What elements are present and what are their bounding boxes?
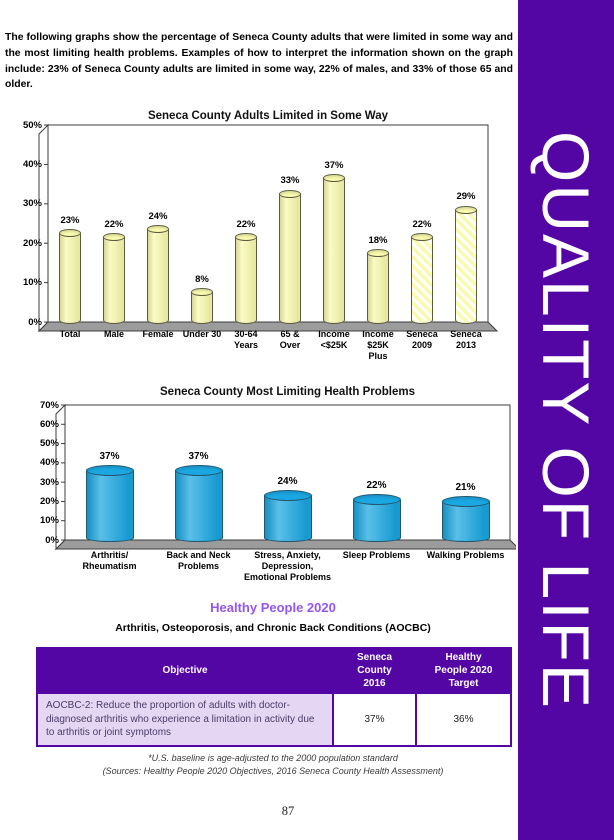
table-row: AOCBC-2: Reduce the proportion of adults…: [36, 692, 512, 747]
bar-top-ellipse: [411, 233, 433, 242]
bar: [411, 237, 433, 324]
plot-area: 0% 10% 20% 30% 40% 50% 23% Total 22% Male 24% Femal…: [23, 108, 501, 374]
chart-title: Seneca County Adults Limited in Some Way: [147, 110, 389, 122]
y-axis-tick-label: 20%: [22, 237, 42, 249]
chart-title: Seneca County Most Limiting Health Probl…: [160, 386, 415, 398]
table-header-objective: Objective: [36, 647, 334, 694]
bar-top-ellipse: [352, 494, 401, 506]
bar: [191, 292, 213, 324]
bar-value-label: 37%: [188, 450, 209, 462]
x-axis-category-label: Seneca 2009: [406, 329, 438, 350]
bar-top-ellipse: [174, 465, 223, 477]
y-axis-tick-label: 40%: [39, 457, 59, 469]
bar-top-ellipse: [59, 229, 81, 238]
y-axis-tick-label: 0%: [45, 534, 59, 546]
sidebar-vertical-label: QUALITY OF LIFE: [529, 130, 603, 710]
x-axis-category-label: Back and Neck Problems: [166, 550, 231, 571]
page-number: 87: [281, 804, 295, 818]
bar-value-label: 33%: [280, 175, 300, 187]
bar: [367, 253, 389, 324]
aocbc-table: Objective Seneca County 2016 Healthy Peo…: [36, 647, 512, 747]
bar: [455, 209, 477, 324]
x-axis-category-label: Female: [142, 329, 174, 339]
bar: [323, 178, 345, 324]
x-axis-category-label: Income $25K Plus: [362, 329, 394, 361]
bar-top-ellipse: [441, 496, 490, 507]
bar-top-ellipse: [103, 233, 125, 242]
bar: [279, 193, 301, 324]
x-axis-category-label: Total: [59, 329, 81, 339]
bar-value-label: 22%: [366, 479, 387, 491]
bar-value-label: 24%: [148, 210, 168, 222]
x-axis-category-label: Under 30: [182, 329, 222, 339]
bar-value-label: 21%: [455, 481, 476, 493]
y-axis-tick-label: 60%: [39, 418, 59, 430]
intro-paragraph: The following graphs show the percentage…: [5, 32, 513, 91]
bar-top-ellipse: [263, 490, 312, 502]
bar: [85, 470, 134, 542]
y-axis-tick-label: 70%: [39, 399, 59, 411]
y-axis-tick-label: 50%: [22, 119, 42, 131]
bar-top-ellipse: [367, 249, 389, 258]
chart-adults-limited: Seneca County Adults Limited in Some Way…: [23, 108, 501, 374]
x-axis-category-label: 65 & Over: [279, 329, 301, 350]
bar-value-label: 8%: [195, 273, 209, 285]
footnote-sources: (Sources: Healthy People 2020 Objectives…: [102, 766, 444, 776]
y-axis-tick-label: 0%: [28, 316, 42, 328]
footnote-baseline: *U.S. baseline is age-adjusted to the 20…: [148, 753, 398, 763]
bar-top-ellipse: [85, 465, 134, 477]
x-axis-category-label: Male: [103, 329, 124, 339]
y-axis-tick-label: 10%: [39, 515, 59, 527]
y-axis-tick-label: 40%: [22, 158, 42, 170]
bar-top-ellipse: [235, 233, 257, 242]
plot-area: 0% 10% 20% 30% 40% 50% 60% 70% 37% Arthritis/ Rhe…: [26, 383, 516, 591]
x-axis-category-label: 30-64 Years: [233, 329, 259, 350]
aocbc-subheading: Arthritis, Osteoporosis, and Chronic Bac…: [115, 622, 431, 634]
objective-cell: AOCBC-2: Reduce the proportion of adults…: [36, 692, 334, 747]
chart-limiting-problems: Seneca County Most Limiting Health Probl…: [26, 383, 516, 591]
table-header-row: Objective Seneca County 2016 Healthy Peo…: [36, 647, 512, 694]
x-axis-category-label: Sleep Problems: [342, 550, 411, 560]
bar: [263, 495, 312, 542]
bar-top-ellipse: [323, 174, 345, 183]
bar: [103, 237, 125, 324]
quality-of-life-sidebar: QUALITY OF LIFE: [518, 0, 614, 840]
bar: [441, 501, 490, 542]
bar-value-label: 22%: [412, 218, 432, 230]
bar-value-label: 22%: [104, 218, 124, 230]
bar-value-label: 37%: [324, 159, 344, 171]
bar: [235, 237, 257, 324]
bar-value-label: 22%: [236, 218, 256, 230]
bar: [147, 229, 169, 324]
x-axis-category-label: Income <$25K: [318, 329, 350, 350]
x-axis-category-label: Seneca 2013: [450, 329, 482, 350]
bar: [174, 470, 223, 542]
bar-value-label: 37%: [99, 450, 120, 462]
bar-top-ellipse: [279, 189, 301, 198]
table-header-hp2020-target: Healthy People 2020 Target: [415, 647, 512, 694]
seneca-2016-value-cell: 37%: [332, 692, 417, 747]
x-axis-category-label: Arthritis/ Rheumatism: [82, 550, 137, 571]
bar-top-ellipse: [191, 288, 213, 297]
bar: [352, 499, 401, 542]
y-axis-tick-label: 20%: [39, 495, 59, 507]
x-axis-category-label: Stress, Anxiety, Depression, Emotional P…: [243, 550, 332, 582]
bar-top-ellipse: [147, 225, 169, 234]
y-axis-tick-label: 10%: [22, 277, 42, 289]
y-axis-tick-label: 30%: [22, 198, 42, 210]
bar-value-label: 18%: [368, 234, 388, 246]
hp2020-target-value-cell: 36%: [415, 692, 512, 747]
healthy-people-heading: Healthy People 2020: [210, 600, 336, 615]
x-axis-category-label: Walking Problems: [426, 550, 505, 560]
bar: [59, 233, 81, 324]
bar-value-label: 23%: [60, 214, 80, 226]
table-header-seneca-2016: Seneca County 2016: [332, 647, 417, 694]
bar-value-label: 29%: [456, 191, 476, 203]
bar-top-ellipse: [455, 205, 477, 214]
y-axis-tick-label: 30%: [39, 476, 59, 488]
bar-value-label: 24%: [277, 475, 298, 487]
y-axis-tick-label: 50%: [39, 438, 59, 450]
